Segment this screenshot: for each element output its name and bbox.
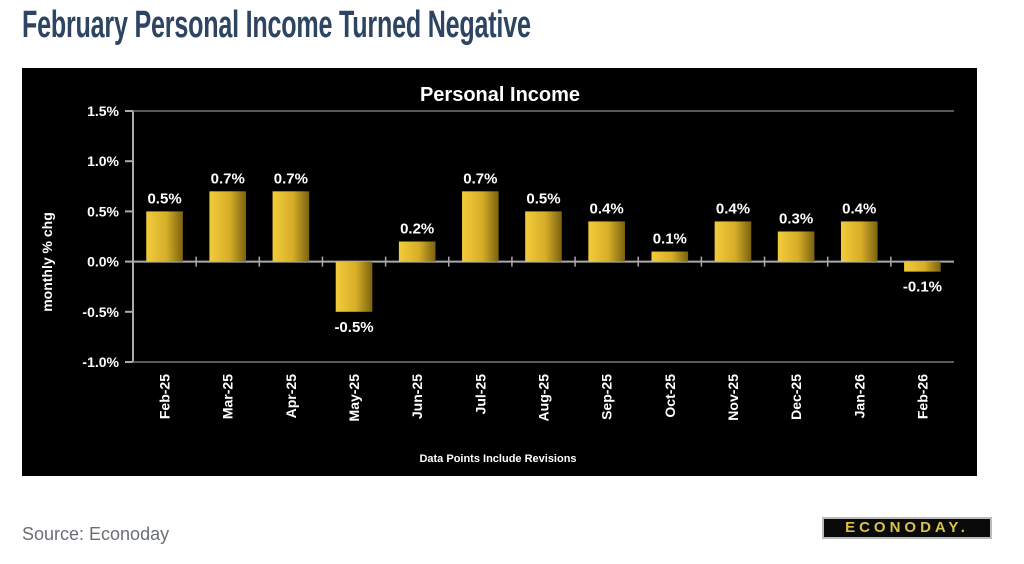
x-tick-label: Feb-26 [914,374,930,419]
chart-panel: Personal Income monthly % chg Data Point… [22,68,992,539]
data-label: 0.4% [716,200,750,217]
x-tick-label: Feb-25 [157,374,173,419]
data-label: 0.7% [274,170,308,187]
data-label: 0.1% [653,231,687,248]
data-label: -0.1% [903,279,942,296]
source-note: Source: Econoday [22,524,170,544]
y-tick-label: -0.5% [82,304,119,320]
bar-feb-25 [146,211,183,262]
x-tick-label: Sep-25 [599,374,615,420]
bar-oct-25 [651,251,689,262]
x-tick-label: May-25 [346,374,362,422]
bar-jul-25 [462,191,499,262]
y-axis-label: monthly % chg [39,212,55,312]
bar-nov-25 [714,221,752,262]
data-label: 0.4% [842,200,876,217]
bar-aug-25 [525,211,562,262]
bar-dec-25 [777,231,815,262]
data-label: 0.7% [211,170,245,187]
x-tick-label: Jul-25 [472,374,488,415]
bar-jun-25 [398,241,436,262]
x-tick-label: Mar-25 [220,374,236,419]
y-tick-label: 1.5% [87,103,119,119]
bar-chart: Personal Income monthly % chg Data Point… [39,84,954,465]
data-label: 0.4% [590,200,624,217]
x-tick-label: Nov-25 [725,374,741,421]
page-title: February Personal Income Turned Negative [22,4,531,46]
y-tick-label: 0.5% [87,203,119,219]
x-tick-label: Jan-26 [851,374,867,419]
bar-apr-25 [272,191,310,262]
x-tick-label: Oct-25 [662,374,678,418]
x-tick-label: Dec-25 [788,374,804,420]
x-axis-label: Data Points Include Revisions [419,453,576,465]
data-label: -0.5% [334,319,373,336]
y-tick-label: -1.0% [82,354,119,370]
econoday-logo: ECONODAY. [822,517,992,539]
y-tick-label: 0.0% [87,254,119,270]
bar-jan-26 [840,221,878,262]
chart-title: Personal Income [420,84,580,106]
x-tick-label: Jun-25 [409,374,425,419]
data-label: 0.5% [526,190,560,207]
x-tick-label: Aug-25 [536,374,552,422]
data-label: 0.7% [463,170,497,187]
bar-mar-25 [209,191,247,262]
bar-sep-25 [588,221,625,262]
bar-feb-26 [904,261,941,272]
bar-may-25 [335,261,373,312]
data-label: 0.3% [779,210,813,227]
data-label: 0.2% [400,221,434,238]
data-label: 0.5% [147,190,181,207]
y-tick-label: 1.0% [87,153,119,169]
x-tick-label: Apr-25 [283,374,299,419]
